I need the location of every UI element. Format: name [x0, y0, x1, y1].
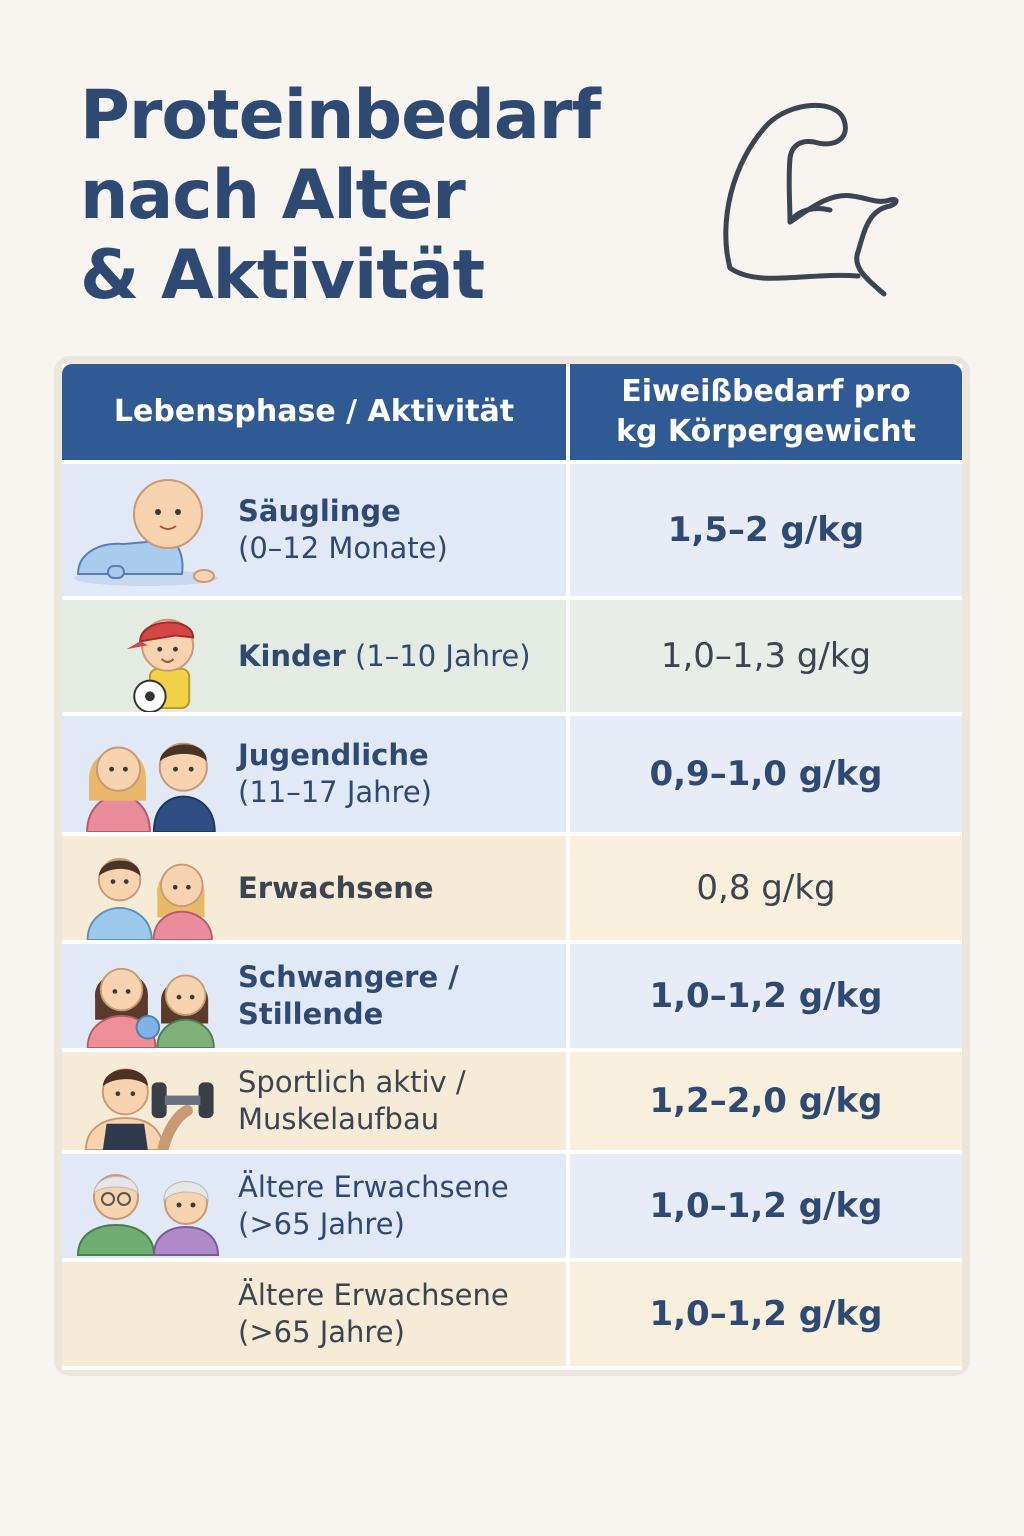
column-header-eiweissbedarf: Eiweißbedarf pro kg Körpergewicht: [570, 364, 962, 460]
athlete-with-dumbbell-icon: [84, 1068, 214, 1150]
table-row-value-sportlich: 1,2–2,0 g/kg: [570, 1052, 962, 1150]
row-label-detail: (11–17 Jahre): [238, 775, 432, 809]
row-label-title: Ältere Erwachsene: [238, 1170, 509, 1204]
title-line-3: & Aktivität: [80, 236, 485, 315]
pregnant-women-icon: [86, 967, 215, 1048]
table-row-label-aeltere: Ältere Erwachsene (>65 Jahre): [62, 1154, 566, 1258]
table-row-value-schwangere: 1,0–1,2 g/kg: [570, 944, 962, 1048]
seniors-icon: [76, 1174, 220, 1256]
table-row-label-jugendliche: Jugendliche (11–17 Jahre): [62, 716, 566, 832]
row-label-title: Erwachsene: [238, 870, 434, 905]
row-label-title: Schwangere /: [238, 960, 459, 994]
row-label-detail: (>65 Jahre): [238, 1315, 405, 1349]
row-label-detail: Muskelaufbau: [238, 1102, 440, 1136]
table-row-value-jugendliche: 0,9–1,0 g/kg: [570, 716, 962, 832]
child-with-football-icon: [126, 618, 195, 712]
baby-icon: [74, 479, 218, 586]
row-label-title: Ältere Erwachsene: [238, 1278, 509, 1312]
column-header-line-2: kg Körpergewicht: [616, 414, 916, 449]
row-label-detail: (>65 Jahre): [238, 1207, 405, 1241]
table-row-value-aeltere-2: 1,0–1,2 g/kg: [570, 1262, 962, 1366]
page-title: Proteinbedarf nach Alter & Aktivität: [80, 76, 601, 316]
row-label-title: Kinder: [238, 638, 346, 673]
table-row-label-kinder: Kinder (1–10 Jahre): [62, 600, 566, 712]
flexed-bicep-icon: [723, 102, 899, 297]
row-label-title: Sportlich aktiv /: [238, 1065, 466, 1099]
row-label-detail: Stillende: [238, 997, 384, 1031]
adults-icon: [86, 858, 213, 940]
row-label-detail: (1–10 Jahre): [345, 638, 531, 673]
row-label-title: Säuglinge: [238, 494, 401, 528]
row-label-detail: (0–12 Monate): [238, 531, 448, 565]
column-header-line-1: Eiweißbedarf pro: [621, 374, 911, 409]
table-row-value-kinder: 1,0–1,3 g/kg: [570, 600, 962, 712]
table-row-value-saeuglinge: 1,5–2 g/kg: [570, 464, 962, 596]
table-row-value-erwachsene: 0,8 g/kg: [570, 836, 962, 940]
teenagers-icon: [86, 742, 216, 832]
table-row-label-schwangere: Schwangere / Stillende: [62, 944, 566, 1048]
table-row-label-aeltere-2: Ältere Erwachsene (>65 Jahre): [62, 1262, 566, 1366]
row-label-title: Jugendliche: [238, 738, 429, 772]
table-row-label-erwachsene: Erwachsene: [62, 836, 566, 940]
table-row-label-saeuglinge: Säuglinge (0–12 Monate): [62, 464, 566, 596]
title-line-2: nach Alter: [80, 156, 466, 235]
table-row-value-aeltere: 1,0–1,2 g/kg: [570, 1154, 962, 1258]
protein-table: Lebensphase / Aktivität Eiweißbedarf pro…: [62, 364, 962, 1370]
column-header-lebensphase: Lebensphase / Aktivität: [62, 364, 566, 460]
table-row-label-sportlich: Sportlich aktiv / Muskelaufbau: [62, 1052, 566, 1150]
title-line-1: Proteinbedarf: [80, 76, 601, 155]
